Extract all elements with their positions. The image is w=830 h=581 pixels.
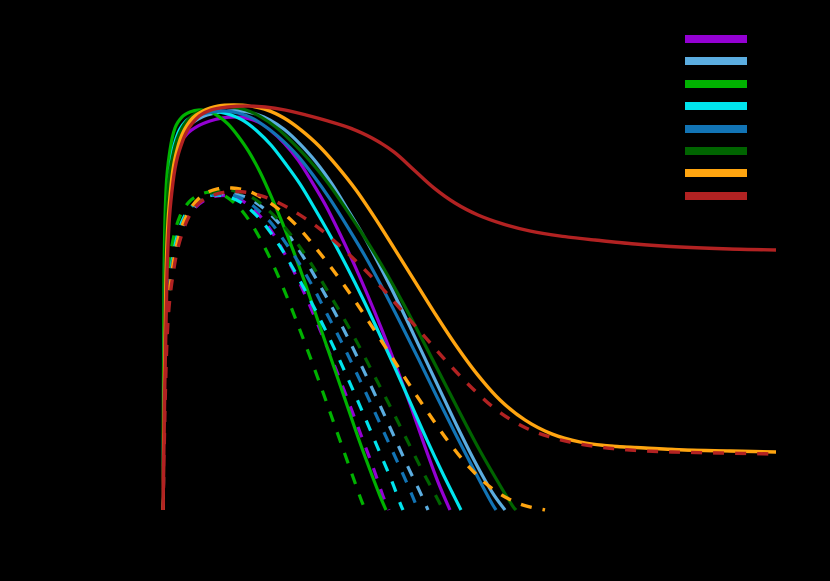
- legend-swatch-cyan: [685, 102, 747, 111]
- legend-item[interactable]: [685, 75, 795, 97]
- curve-orange-dashed: [161, 186, 546, 512]
- legend-swatch-dark-green: [685, 146, 747, 155]
- legend-item[interactable]: [685, 142, 795, 164]
- legend-item[interactable]: [685, 30, 795, 52]
- legend-swatch-brick-red: [685, 191, 747, 200]
- legend-item[interactable]: [685, 187, 795, 209]
- curve-dark-green-solid: [161, 105, 518, 512]
- legend-swatch-violet: [685, 35, 747, 43]
- curve-bright-green-dashed: [161, 190, 368, 511]
- curve-violet-dashed: [161, 193, 391, 511]
- legend-item[interactable]: [685, 97, 795, 119]
- legend-swatch-steel-blue: [685, 124, 747, 133]
- legend: [685, 30, 795, 210]
- legend-swatch-bright-green: [685, 79, 747, 88]
- curve-orange-solid: [161, 103, 777, 511]
- curve-brick-red-dashed: [161, 189, 777, 511]
- legend-swatch-light-blue: [685, 57, 747, 66]
- curve-brick-red-solid: [161, 104, 777, 511]
- legend-swatch-orange: [685, 169, 747, 178]
- legend-item[interactable]: [685, 120, 795, 142]
- legend-item[interactable]: [685, 164, 795, 186]
- legend-item[interactable]: [685, 52, 795, 74]
- curve-bright-green-solid: [161, 108, 388, 511]
- curve-group: [161, 103, 777, 512]
